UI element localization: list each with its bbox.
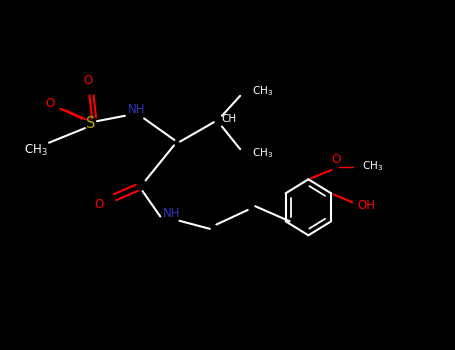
Text: CH$_3$: CH$_3$ (252, 147, 273, 160)
Text: O: O (84, 74, 93, 87)
Text: OH: OH (358, 199, 375, 212)
Text: CH$_3$: CH$_3$ (252, 85, 273, 98)
Text: CH$_3$: CH$_3$ (24, 143, 47, 158)
Text: CH$_3$: CH$_3$ (363, 160, 384, 173)
Text: O: O (45, 97, 54, 110)
Text: NH: NH (163, 207, 181, 220)
Text: O: O (94, 198, 103, 211)
Text: NH: NH (128, 103, 145, 116)
Text: CH: CH (222, 114, 237, 124)
Text: O: O (332, 153, 341, 166)
Text: S: S (86, 116, 96, 131)
